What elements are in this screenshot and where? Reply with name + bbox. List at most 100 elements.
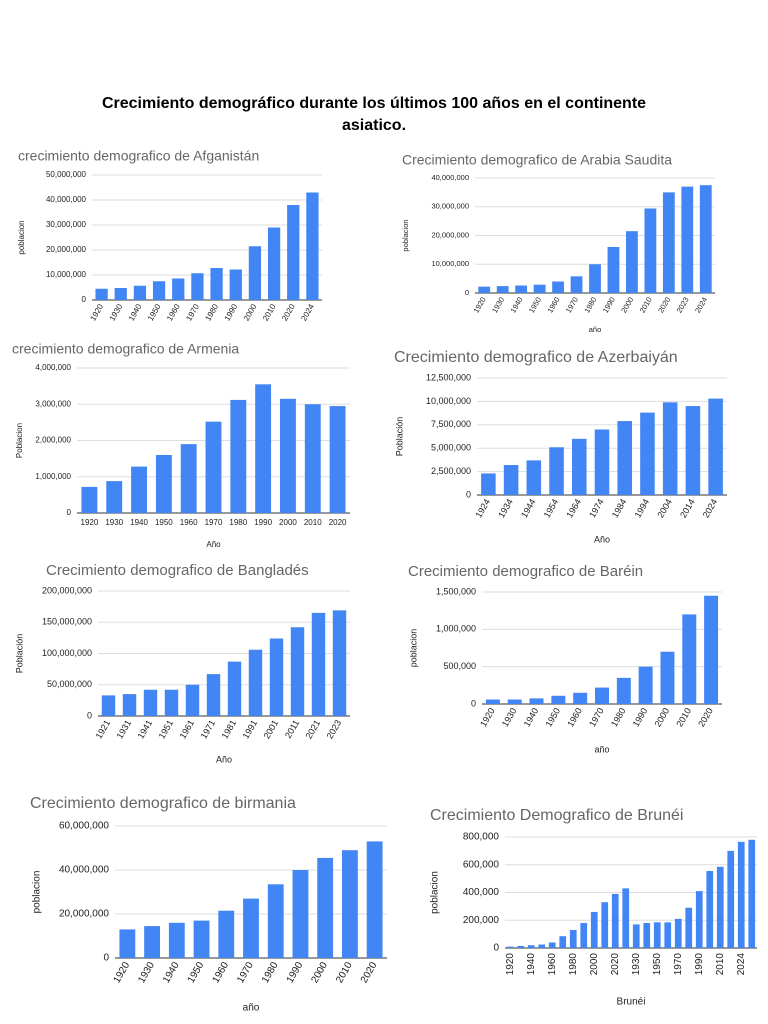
bar	[573, 692, 588, 704]
x-tick-label: 2011	[283, 718, 301, 740]
y-tick-label: 0	[67, 508, 72, 517]
bar	[601, 902, 609, 948]
x-tick-label: 1970	[673, 953, 684, 976]
x-tick-label: 1941	[136, 718, 155, 740]
x-tick-label: 1924	[473, 497, 492, 519]
y-axis-label: Población	[14, 634, 24, 674]
chart-title: Crecimiento demografico de Bangladés	[46, 562, 309, 579]
y-tick-label: 20,000,000	[46, 245, 87, 254]
x-tick-label: 1990	[285, 960, 306, 985]
bar	[538, 944, 546, 948]
x-tick-label: 2024	[299, 302, 316, 322]
y-tick-label: 1,000,000	[35, 472, 71, 481]
bar	[206, 674, 221, 716]
bar	[341, 850, 358, 958]
bar	[695, 891, 703, 948]
x-tick-label: 2023	[325, 718, 344, 740]
bar	[662, 402, 678, 495]
bar	[533, 284, 546, 293]
bar	[496, 286, 509, 293]
bar	[81, 486, 98, 513]
x-tick-label: 1920	[505, 953, 516, 976]
y-tick-label: 100,000,000	[42, 648, 92, 658]
bar	[685, 907, 693, 948]
x-tick-label: 1990	[694, 953, 705, 976]
y-tick-label: 60,000,000	[59, 821, 109, 832]
bar	[267, 227, 281, 300]
x-tick-label: 2024	[736, 953, 747, 976]
x-tick-label: 1950	[652, 953, 663, 976]
bar	[180, 444, 197, 513]
bar	[133, 285, 147, 300]
y-axis-label: poblacion	[401, 219, 410, 251]
x-tick-label: 2000	[242, 302, 259, 322]
bar	[595, 687, 609, 704]
x-tick-label: 1940	[130, 518, 148, 527]
bar	[193, 920, 210, 958]
x-tick-label: 1990	[254, 518, 272, 527]
bar	[616, 677, 631, 704]
bar	[248, 246, 262, 300]
y-tick-label: 400,000	[463, 887, 500, 898]
x-tick-label: 1930	[136, 960, 157, 985]
bar	[155, 455, 172, 513]
y-tick-label: 2,500,000	[431, 466, 471, 476]
x-tick-label: 2020	[280, 302, 297, 322]
bar	[168, 922, 185, 958]
x-tick-label: 1940	[526, 953, 537, 976]
bar	[748, 839, 756, 948]
y-tick-label: 500,000	[443, 661, 476, 671]
bar	[230, 399, 247, 513]
bar	[737, 841, 745, 948]
bar	[644, 208, 657, 293]
x-tick-label: 1950	[527, 295, 543, 314]
bar	[119, 929, 136, 958]
bar	[317, 857, 334, 958]
bar	[706, 870, 714, 948]
y-tick-label: 10,000,000	[431, 259, 469, 268]
x-axis-label: Brunéi	[617, 997, 646, 1008]
x-tick-label: 2000	[279, 518, 297, 527]
chart-title: crecimiento demografico de Armenia	[12, 341, 239, 357]
x-tick-label: 2004	[655, 497, 674, 519]
x-tick-label: 2010	[715, 953, 726, 976]
x-tick-label: 1930	[105, 518, 123, 527]
x-tick-label: 1960	[165, 302, 182, 322]
x-tick-label: 2010	[304, 518, 322, 527]
bar	[626, 231, 638, 293]
x-tick-label: 1970	[205, 518, 223, 527]
x-tick-label: 1990	[223, 302, 240, 322]
bar	[589, 264, 601, 293]
x-tick-label: 1980	[203, 302, 220, 322]
x-tick-label: 2020	[656, 295, 672, 314]
x-tick-label: 1980	[229, 518, 247, 527]
y-tick-label: 10,000,000	[46, 270, 87, 279]
x-tick-label: 1940	[508, 295, 524, 314]
x-tick-label: 1990	[631, 706, 650, 728]
x-axis-label: Año	[206, 540, 221, 549]
bar	[269, 638, 284, 716]
x-tick-label: 2000	[309, 960, 330, 985]
bar	[559, 936, 567, 948]
bar	[727, 850, 735, 948]
y-tick-label: 7,500,000	[431, 419, 471, 429]
document-title: Crecimiento demográfico durante los últi…	[101, 95, 647, 134]
bar	[529, 698, 544, 704]
x-tick-label: 2000	[619, 295, 635, 314]
bar	[210, 268, 223, 300]
bar	[580, 923, 588, 948]
x-tick-label: 1970	[587, 706, 606, 728]
chart-title: Crecimiento demografico de Baréin	[408, 563, 643, 580]
bar	[122, 694, 137, 716]
bar	[290, 627, 305, 716]
x-tick-label: 1920	[81, 518, 99, 527]
chart-title: Crecimiento demografico de Azerbaiyán	[394, 349, 678, 366]
bar	[708, 398, 723, 495]
x-tick-label: 1960	[547, 953, 558, 976]
x-tick-label: 1994	[633, 497, 652, 519]
bar	[506, 946, 514, 948]
y-tick-label: 4,000,000	[35, 363, 71, 372]
bar	[218, 910, 235, 958]
bar	[106, 481, 123, 513]
x-tick-label: 2024	[693, 295, 709, 314]
